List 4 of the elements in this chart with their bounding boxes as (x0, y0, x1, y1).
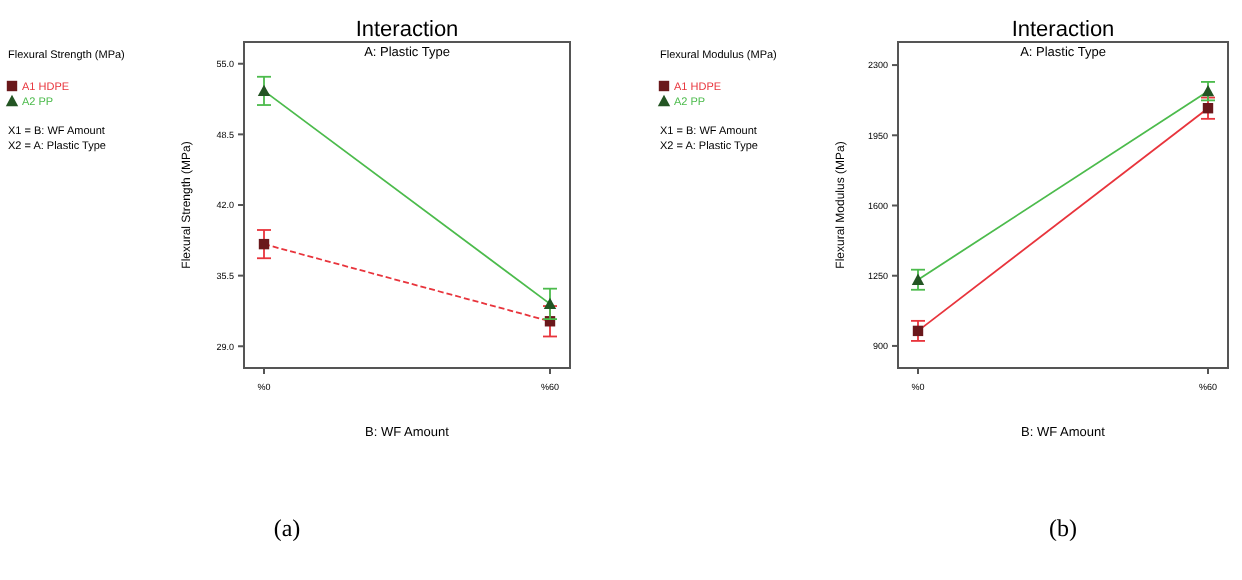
chart-title: Interaction (1011, 18, 1115, 42)
text: (b) (1049, 514, 1077, 542)
text: (a) (273, 514, 301, 542)
chart-title: Interaction (355, 18, 459, 42)
